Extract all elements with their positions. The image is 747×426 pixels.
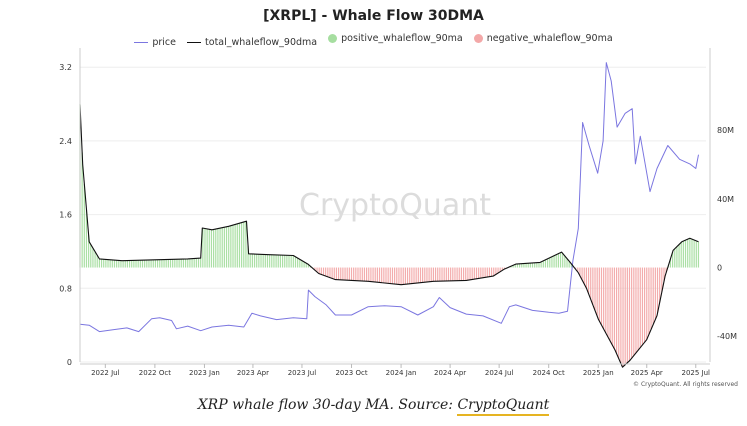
legend-label-total-whaleflow: total_whaleflow_90dma <box>205 37 318 48</box>
x-tick-label: 2024 Jul <box>485 369 514 377</box>
y-left-tick-label: 3.2 <box>59 63 72 72</box>
x-tick-label: 2022 Oct <box>139 369 171 377</box>
y-left-tick-label: 1.6 <box>59 211 72 220</box>
watermark-text: CryptoQuant <box>299 188 491 223</box>
legend-item-price[interactable]: price <box>134 37 176 48</box>
chart-plot: CryptoQuant 0 0.8 1.6 2.4 3.2 -40M 0 40M 80M 2022… <box>59 48 738 388</box>
legend-item-positive-whaleflow[interactable]: positive_whaleflow_90ma <box>328 33 463 44</box>
series-line-total-whaleflow-90dma <box>79 104 699 368</box>
caption-text: XRP whale flow 30-day MA. Source: <box>197 397 458 413</box>
y-left-tick-label: 0.8 <box>59 284 72 293</box>
x-tick-label: 2022 Jul <box>91 369 120 377</box>
x-tick-label: 2025 Jan <box>583 369 614 377</box>
legend-item-negative-whaleflow[interactable]: negative_whaleflow_90ma <box>473 33 613 44</box>
axes: 0 0.8 1.6 2.4 3.2 -40M 0 40M 80M 2022 Jul 2022 Oct… <box>59 48 737 377</box>
legend-label-positive-whaleflow: positive_whaleflow_90ma <box>341 33 463 44</box>
legend-item-total-whaleflow[interactable]: total_whaleflow_90dma <box>187 37 317 48</box>
copyright-text: © CryptoQuant. All rights reserved <box>633 381 738 388</box>
x-tick-label: 2023 Jul <box>288 369 317 377</box>
y-right-tick-label: 40M <box>717 195 734 204</box>
legend-swatch-total-whaleflow <box>187 42 202 43</box>
x-tick-label: 2023 Oct <box>335 369 367 377</box>
y-right-tick-label: 80M <box>717 126 734 135</box>
chart-title: [XRPL] - Whale Flow 30DMA <box>263 8 484 24</box>
series-lines <box>79 62 699 368</box>
y-right-tick-label: -40M <box>717 332 737 341</box>
figure-caption: XRP whale flow 30-day MA. Source: Crypto… <box>0 397 747 416</box>
legend-swatch-price <box>134 42 149 43</box>
x-tick-label: 2024 Apr <box>434 369 466 377</box>
x-tick-label: 2023 Jan <box>189 369 220 377</box>
legend-label-negative-whaleflow: negative_whaleflow_90ma <box>486 33 613 44</box>
y-right-tick-label: 0 <box>717 264 722 273</box>
x-tick-label: 2025 Jul <box>682 369 711 377</box>
x-tick-label: 2024 Jan <box>386 369 417 377</box>
series-line-price <box>79 62 699 333</box>
y-left-tick-label: 2.4 <box>59 137 72 146</box>
chart-legend: price total_whaleflow_90dma positive_wha… <box>0 33 747 48</box>
legend-swatch-positive-whaleflow <box>328 34 338 43</box>
x-tick-label: 2025 Apr <box>631 369 663 377</box>
caption-source-link[interactable]: CryptoQuant <box>457 397 550 416</box>
y-left-tick-label: 0 <box>67 358 72 367</box>
x-tick-label: 2023 Apr <box>237 369 269 377</box>
whaleflow-bars <box>79 104 700 367</box>
legend-swatch-negative-whaleflow <box>473 34 483 43</box>
x-tick-label: 2024 Oct <box>533 369 565 377</box>
legend-label-price: price <box>152 37 176 48</box>
